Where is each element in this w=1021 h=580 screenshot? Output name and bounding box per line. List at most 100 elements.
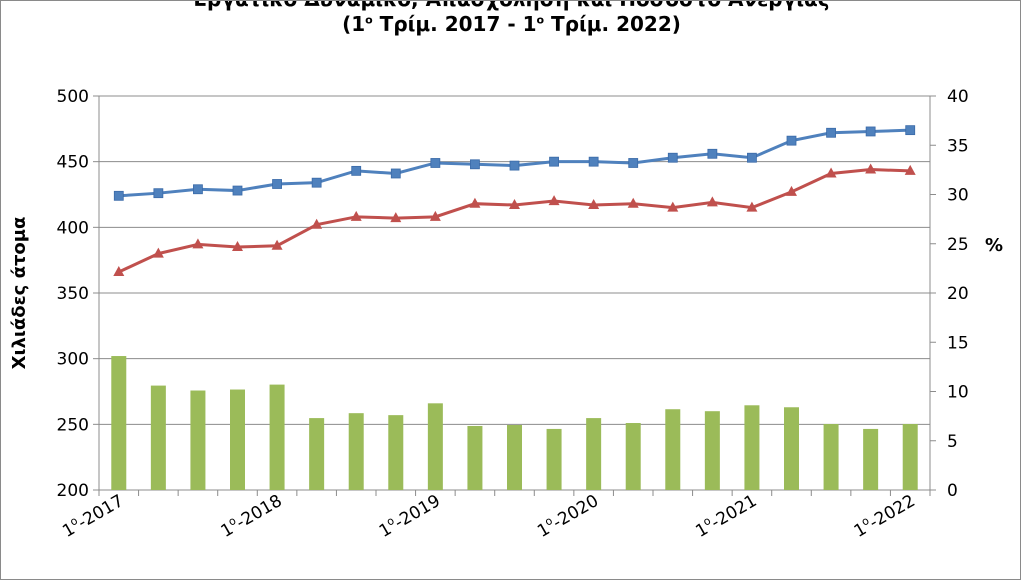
y2-tick-label-10: 10: [947, 383, 969, 403]
point-triangle-18: [825, 167, 837, 178]
y-tick-label-350: 350: [57, 284, 89, 304]
y-axis-title: Χιλιάδες άτομα: [9, 217, 30, 370]
bar-5: [309, 418, 325, 490]
y2-tick-label-25: 25: [947, 235, 969, 255]
x-tick-year: -2021: [708, 491, 761, 533]
bar-16: [744, 405, 760, 490]
bar-14: [665, 409, 681, 490]
bar-2: [190, 390, 206, 490]
point-triangle-14: [667, 201, 679, 212]
title-mid: Τρίμ. 2017 - 1: [372, 12, 537, 36]
bar-15: [704, 411, 720, 490]
bar-12: [586, 418, 602, 490]
point-square-14: [667, 152, 678, 163]
y-tick-label-300: 300: [57, 350, 89, 370]
point-square-0: [113, 190, 124, 201]
chart-title-line1: Εργατικό Δυναμικό, Απασχόληση και Ποσοστ…: [1, 1, 1020, 11]
y-tick-label-500: 500: [57, 87, 89, 107]
x-tick-label-4: 1ο-2018: [217, 489, 286, 542]
bar-17: [784, 407, 799, 490]
point-square-12: [588, 156, 599, 167]
x-tick-year: -2022: [866, 491, 919, 533]
bar-8: [427, 403, 443, 490]
point-triangle-15: [706, 196, 718, 207]
y-tick-label-200: 200: [57, 481, 89, 501]
bar-13: [625, 423, 641, 490]
point-square-10: [509, 160, 520, 171]
y-tick-label-450: 450: [57, 153, 89, 173]
point-triangle-1: [152, 247, 164, 258]
x-tick-label-8: 1ο-2019: [375, 489, 444, 542]
point-square-11: [549, 156, 559, 167]
bar-20: [902, 424, 918, 490]
point-triangle-11: [548, 195, 560, 206]
title-sup-2: ο: [536, 13, 545, 27]
x-tick-year: -2018: [233, 491, 286, 533]
bar-19: [863, 428, 879, 490]
y2-tick-label-35: 35: [947, 136, 969, 156]
bar-18: [823, 424, 839, 490]
point-square-1: [153, 188, 164, 199]
bar-11: [546, 428, 562, 490]
point-triangle-12: [588, 199, 600, 210]
series-line-triangle: [118, 168, 911, 274]
point-triangle-4: [271, 239, 283, 250]
point-square-18: [826, 127, 836, 138]
x-tick-year: -2019: [391, 491, 444, 533]
y2-axis-title: %: [985, 235, 1003, 256]
y2-tick-label-0: 0: [947, 481, 958, 501]
x-tick-label-16: 1ο-2021: [691, 489, 760, 542]
point-triangle-19: [865, 163, 877, 174]
x-tick-label-12: 1ο-2020: [533, 489, 602, 542]
point-square-15: [707, 148, 718, 159]
point-triangle-7: [390, 212, 402, 223]
bar-0: [111, 356, 127, 490]
title-end: Τρίμ. 2022): [544, 12, 681, 36]
point-triangle-17: [786, 185, 797, 196]
point-square-6: [351, 165, 362, 176]
bar-4: [269, 384, 285, 490]
y2-tick-label-40: 40: [947, 87, 969, 107]
point-square-2: [193, 184, 203, 195]
y-tick-label-250: 250: [57, 415, 89, 435]
bar-6: [348, 413, 364, 490]
bar-1: [150, 385, 166, 490]
y2-tick-label-15: 15: [947, 333, 969, 353]
point-square-13: [628, 158, 639, 168]
y2-tick-label-5: 5: [947, 432, 958, 452]
point-square-9: [470, 159, 480, 170]
point-triangle-16: [746, 201, 758, 212]
point-triangle-20: [904, 164, 916, 175]
bar-9: [467, 425, 483, 490]
x-tick-label-20: 1ο-2022: [850, 489, 919, 542]
point-square-5: [311, 177, 322, 188]
point-square-8: [430, 158, 441, 168]
point-square-16: [747, 152, 757, 163]
y2-tick-label-20: 20: [947, 284, 969, 304]
point-square-3: [232, 185, 243, 196]
point-triangle-8: [429, 210, 441, 221]
point-triangle-3: [232, 241, 243, 252]
point-square-17: [786, 135, 797, 146]
chart-title-line2: (1ο Τρίμ. 2017 - 1ο Τρίμ. 2022): [1, 12, 1020, 36]
point-triangle-5: [311, 218, 323, 229]
point-triangle-10: [509, 199, 520, 210]
x-tick-year: -2020: [549, 491, 602, 533]
bar-7: [388, 415, 404, 490]
point-square-4: [272, 179, 282, 189]
point-square-19: [865, 126, 876, 137]
point-square-20: [905, 125, 916, 136]
y2-tick-label-30: 30: [947, 186, 969, 206]
bar-3: [230, 389, 245, 490]
point-triangle-6: [350, 210, 362, 221]
title-sup-1: ο: [365, 13, 373, 27]
title-paren-open: (1: [342, 12, 366, 36]
point-triangle-2: [192, 238, 204, 249]
y-tick-label-400: 400: [57, 218, 89, 238]
point-triangle-0: [113, 265, 125, 276]
point-triangle-9: [469, 197, 481, 208]
bar-10: [507, 424, 522, 490]
point-triangle-13: [627, 197, 639, 208]
